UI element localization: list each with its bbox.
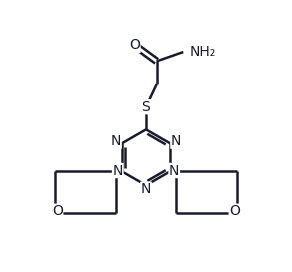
- Text: N: N: [169, 163, 179, 178]
- Text: O: O: [52, 204, 63, 218]
- Text: N: N: [113, 163, 123, 178]
- Text: N: N: [111, 134, 121, 148]
- Text: NH₂: NH₂: [190, 45, 216, 59]
- Text: N: N: [141, 182, 151, 196]
- Text: S: S: [142, 100, 150, 114]
- Text: O: O: [129, 38, 140, 52]
- Text: N: N: [171, 134, 181, 148]
- Text: O: O: [229, 204, 240, 218]
